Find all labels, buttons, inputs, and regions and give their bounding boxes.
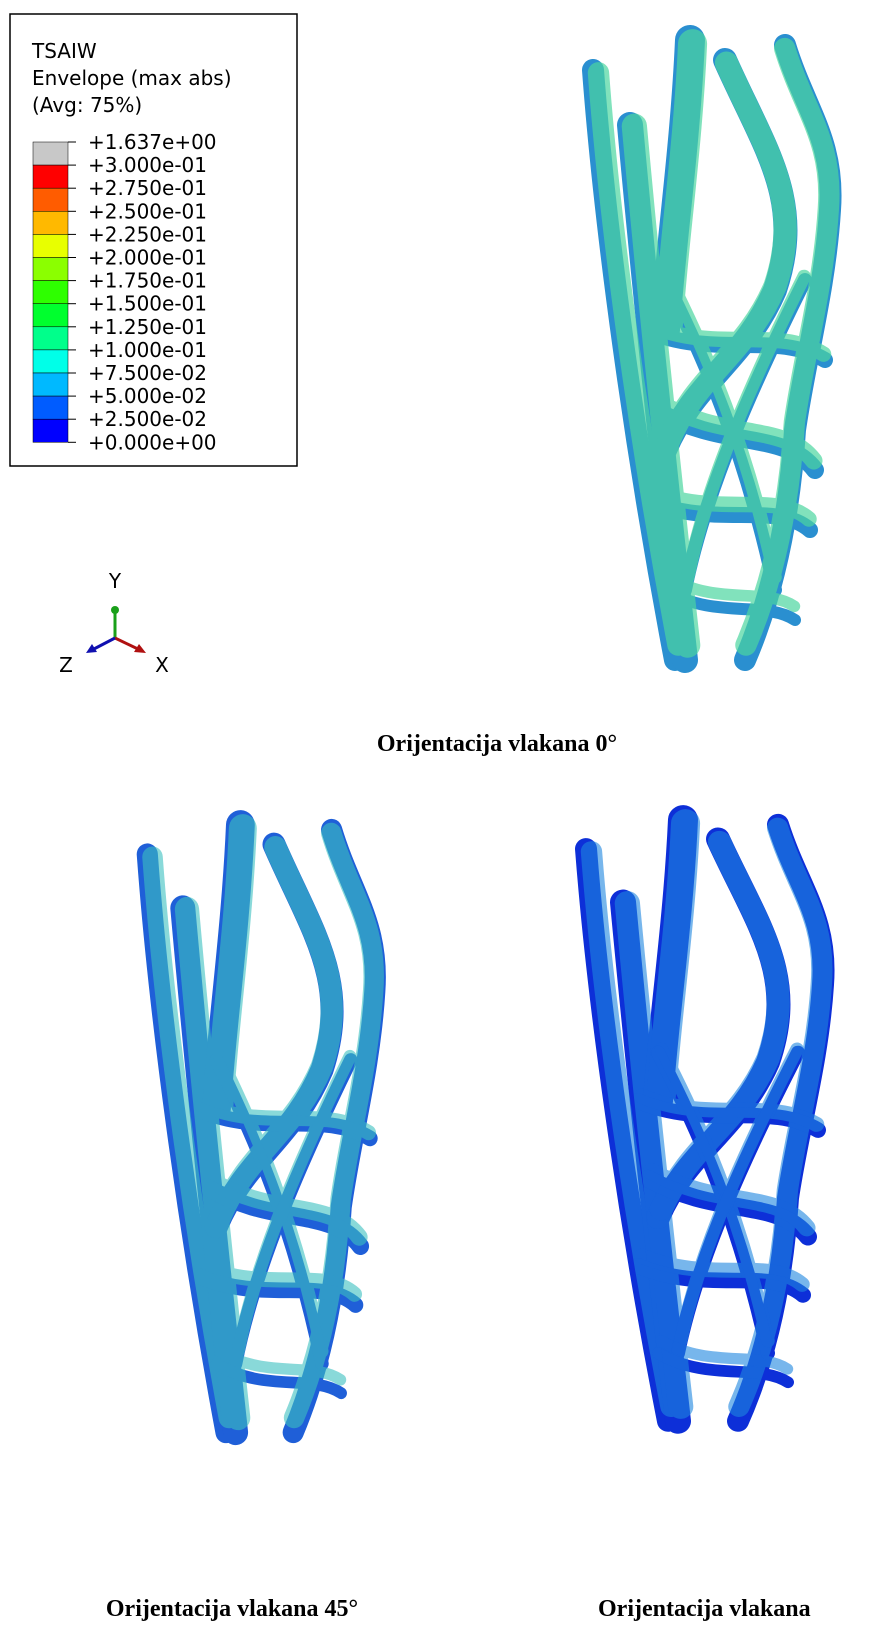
legend-swatch — [32, 349, 69, 374]
legend-label: +2.500e-01 — [88, 199, 207, 223]
plot-0 — [593, 40, 831, 660]
caption: Orijentacija vlakana 45° — [106, 1596, 358, 1622]
axis-x-label: X — [155, 653, 169, 677]
legend-label: +3.000e-01 — [88, 153, 207, 177]
legend-label: +7.500e-02 — [88, 361, 207, 385]
plot-90 — [586, 820, 824, 1421]
legend-label: +2.500e-02 — [88, 407, 207, 431]
legend-label: +2.000e-01 — [88, 246, 207, 270]
legend-swatch — [32, 141, 69, 166]
axis-y-label: Y — [108, 569, 122, 593]
legend-label: +2.250e-01 — [88, 222, 207, 246]
legend-swatch — [32, 280, 69, 304]
legend-swatch — [32, 303, 69, 328]
legend-swatch — [32, 326, 69, 351]
legend-swatch — [32, 164, 69, 189]
legend-swatch — [32, 372, 69, 397]
legend-swatch — [32, 211, 69, 235]
legend-label: +2.750e-01 — [88, 176, 207, 200]
legend-swatch — [32, 234, 69, 258]
legend-swatch — [32, 395, 69, 420]
caption: Orijentacija vlakana — [598, 1596, 811, 1622]
legend-title: TSAIW — [31, 39, 97, 63]
legend-label: +5.000e-02 — [88, 384, 207, 408]
legend-swatch — [32, 418, 69, 443]
legend: TSAIW Envelope (max abs) (Avg: 75%) +1.637e… — [31, 39, 232, 454]
legend-label: +1.750e-01 — [88, 269, 207, 293]
legend-swatch — [32, 257, 69, 281]
axis-triad: Y Z X — [59, 569, 169, 677]
caption: Orijentacija vlakana 0° — [377, 731, 617, 757]
legend-swatch — [32, 187, 69, 212]
axis-z-label: Z — [59, 653, 73, 677]
plot-45 — [147, 825, 375, 1433]
legend-title: (Avg: 75%) — [32, 93, 142, 117]
legend-label: +1.000e-01 — [88, 338, 207, 362]
legend-label: +1.500e-01 — [88, 292, 207, 316]
legend-title: Envelope (max abs) — [32, 66, 232, 90]
legend-label: +1.637e+00 — [88, 130, 217, 154]
legend-label: +1.250e-01 — [88, 315, 207, 339]
legend-label: +0.000e+00 — [88, 430, 217, 454]
